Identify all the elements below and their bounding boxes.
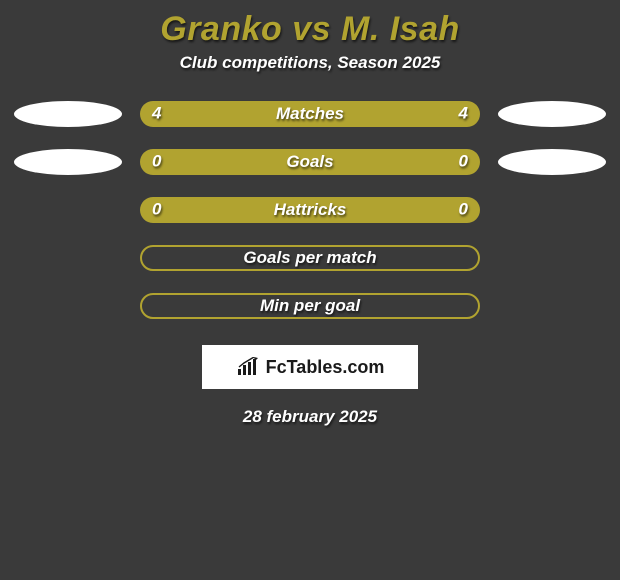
right-ellipse-slot [498, 293, 606, 319]
comparison-subtitle: Club competitions, Season 2025 [0, 53, 620, 101]
logo-badge: FcTables.com [202, 345, 418, 389]
left-ellipse-slot [14, 245, 122, 271]
stat-bar: 0Hattricks0 [140, 197, 480, 223]
stat-label: Hattricks [140, 200, 480, 220]
player-left-marker [14, 101, 122, 127]
stat-row: Min per goal [0, 293, 620, 319]
right-ellipse-slot [498, 149, 606, 175]
snapshot-date: 28 february 2025 [0, 407, 620, 427]
left-ellipse-slot [14, 101, 122, 127]
stat-bar: 0Goals0 [140, 149, 480, 175]
comparison-title: Granko vs M. Isah [0, 0, 620, 53]
player-right-marker [498, 101, 606, 127]
right-ellipse-slot [498, 101, 606, 127]
right-ellipse-slot [498, 197, 606, 223]
stat-row: Goals per match [0, 245, 620, 271]
stats-container: 4Matches40Goals00Hattricks0Goals per mat… [0, 101, 620, 319]
stat-bar: Min per goal [140, 293, 480, 319]
stat-row: 4Matches4 [0, 101, 620, 127]
stat-left-value: 0 [152, 152, 161, 172]
right-ellipse-slot [498, 245, 606, 271]
stat-row: 0Goals0 [0, 149, 620, 175]
stat-bar: 4Matches4 [140, 101, 480, 127]
stat-label: Min per goal [142, 296, 478, 316]
left-ellipse-slot [14, 197, 122, 223]
stat-label: Goals [140, 152, 480, 172]
player-right-marker [498, 149, 606, 175]
stat-row: 0Hattricks0 [0, 197, 620, 223]
stat-right-value: 4 [459, 104, 468, 124]
stat-left-value: 4 [152, 104, 161, 124]
stat-right-value: 0 [459, 200, 468, 220]
stat-left-value: 0 [152, 200, 161, 220]
stat-label: Goals per match [142, 248, 478, 268]
chart-icon [236, 357, 260, 377]
left-ellipse-slot [14, 293, 122, 319]
logo-text: FcTables.com [266, 357, 385, 378]
stat-right-value: 0 [459, 152, 468, 172]
player-left-marker [14, 149, 122, 175]
left-ellipse-slot [14, 149, 122, 175]
stat-label: Matches [140, 104, 480, 124]
stat-bar: Goals per match [140, 245, 480, 271]
